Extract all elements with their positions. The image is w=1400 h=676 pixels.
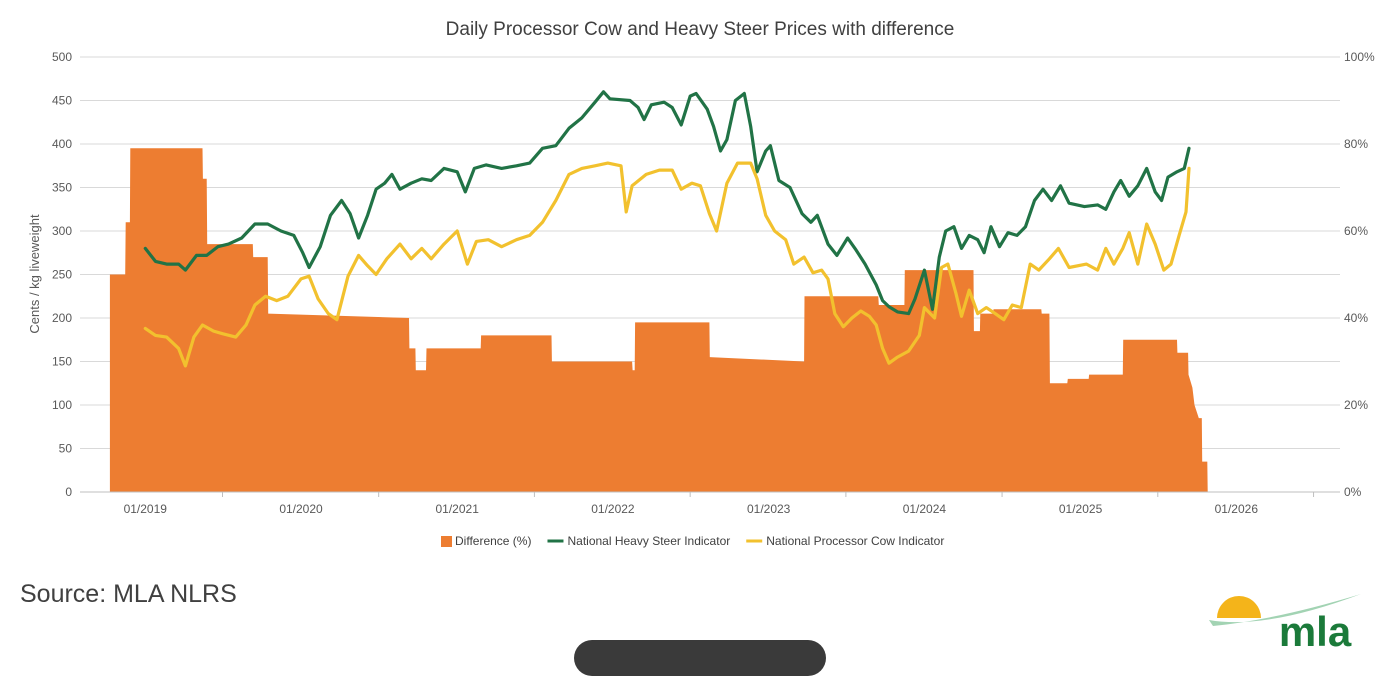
mla-logo: mla	[1209, 594, 1361, 655]
heavy-steer-line	[143, 90, 1191, 316]
difference-series-area	[109, 148, 1208, 493]
x-tick-label: 01/2026	[1215, 502, 1259, 516]
x-tick-label: 01/2025	[1059, 502, 1103, 516]
legend-label: National Heavy Steer Indicator	[567, 534, 730, 548]
y-tick-label: 350	[52, 181, 72, 195]
y2-tick-label: 40%	[1344, 311, 1368, 325]
legend-label: National Processor Cow Indicator	[766, 534, 944, 548]
logo-sun-icon	[1217, 596, 1261, 618]
y-tick-label: 250	[52, 268, 72, 282]
x-tick-label: 01/2021	[435, 502, 479, 516]
y-tick-label: 450	[52, 94, 72, 108]
legend-label: Difference (%)	[455, 534, 531, 548]
y-tick-label: 300	[52, 224, 72, 238]
processor-cow-line	[143, 161, 1191, 368]
y2-tick-label: 0%	[1344, 485, 1362, 499]
difference-area	[109, 148, 1208, 493]
y-tick-label: 0	[65, 485, 72, 499]
x-tick-label: 01/2020	[279, 502, 323, 516]
x-tick-label: 01/2019	[124, 502, 168, 516]
y2-tick-label: 80%	[1344, 137, 1368, 151]
legend-swatch-difference	[441, 536, 452, 547]
x-tick-label: 01/2024	[903, 502, 947, 516]
y-tick-label: 100	[52, 398, 72, 412]
legend: Difference (%) National Heavy Steer Indic…	[441, 534, 944, 548]
y2-tick-label: 60%	[1344, 224, 1368, 238]
source-note: Source: MLA NLRS	[20, 580, 237, 608]
axes: 0 50 100 150 200 250 300 350 400 450 500 0% 20% 40% 60…	[52, 50, 1375, 516]
y-tick-label: 500	[52, 50, 72, 64]
y-tick-label: 150	[52, 355, 72, 369]
y2-tick-label: 20%	[1344, 398, 1368, 412]
logo-swoosh-icon	[1209, 594, 1361, 626]
chart-title: Daily Processor Cow and Heavy Steer Pric…	[446, 19, 955, 40]
viewer-toolbar[interactable]	[574, 640, 826, 676]
logo-text: mla	[1279, 608, 1352, 655]
y-tick-label: 50	[59, 442, 73, 456]
y-tick-label: 400	[52, 137, 72, 151]
y-tick-label: 200	[52, 311, 72, 325]
chart: Daily Processor Cow and Heavy Steer Pric…	[27, 19, 1375, 548]
price-lines	[143, 90, 1191, 368]
y-axis-title: Cents / kg liveweight	[27, 214, 42, 334]
x-tick-label: 01/2022	[591, 502, 635, 516]
y2-tick-label: 100%	[1344, 50, 1375, 64]
x-tick-label: 01/2023	[747, 502, 791, 516]
